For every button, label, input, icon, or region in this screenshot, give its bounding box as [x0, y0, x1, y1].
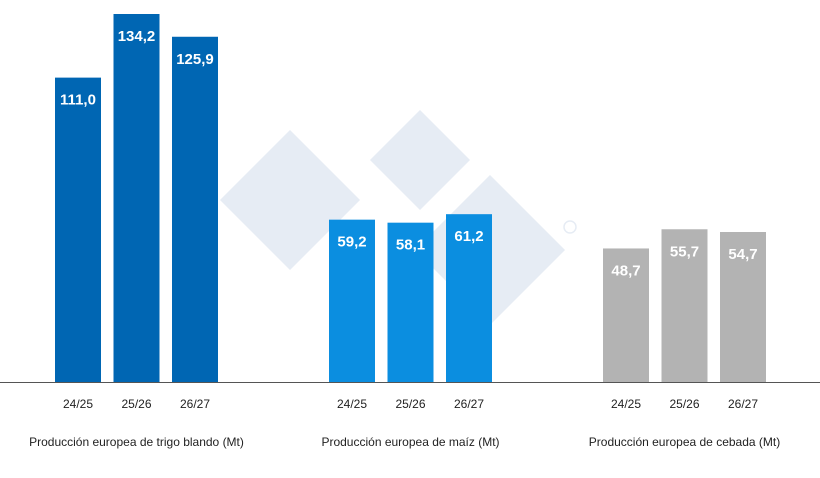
x-tick-label: 24/25 — [63, 397, 93, 411]
data-label: 58,1 — [396, 237, 425, 254]
group-label: Producción europea de cebada (Mt) — [589, 435, 780, 449]
group-label: Producción europea de trigo blando (Mt) — [29, 435, 244, 449]
x-tick-label: 24/25 — [611, 397, 641, 411]
watermark-diamond — [220, 130, 360, 270]
group-label: Producción europea de maíz (Mt) — [321, 435, 499, 449]
bar — [446, 214, 492, 382]
bar — [329, 219, 375, 382]
x-tick-label: 26/27 — [454, 397, 484, 411]
data-label: 59,2 — [337, 234, 366, 251]
x-tick-label: 25/26 — [395, 397, 425, 411]
bar — [603, 248, 649, 382]
registered-mark-icon — [563, 220, 577, 234]
x-tick-label: 26/27 — [728, 397, 758, 411]
data-label: 54,7 — [728, 246, 757, 263]
x-tick-label: 24/25 — [337, 397, 367, 411]
bar — [387, 222, 434, 382]
x-tick-label: 26/27 — [180, 397, 210, 411]
bar — [720, 232, 766, 382]
x-tick-label: 25/26 — [121, 397, 151, 411]
data-label: 134,2 — [118, 28, 156, 45]
bar — [113, 14, 160, 382]
x-tick-label: 25/26 — [669, 397, 699, 411]
data-label: 61,2 — [454, 228, 483, 245]
data-label: 48,7 — [611, 262, 640, 279]
data-label: 55,7 — [670, 243, 699, 260]
data-label: 125,9 — [176, 51, 214, 68]
watermark-diamond — [370, 110, 470, 210]
bar — [661, 229, 708, 382]
bar — [172, 36, 218, 382]
bar — [55, 77, 101, 383]
data-label: 111,0 — [60, 92, 96, 109]
